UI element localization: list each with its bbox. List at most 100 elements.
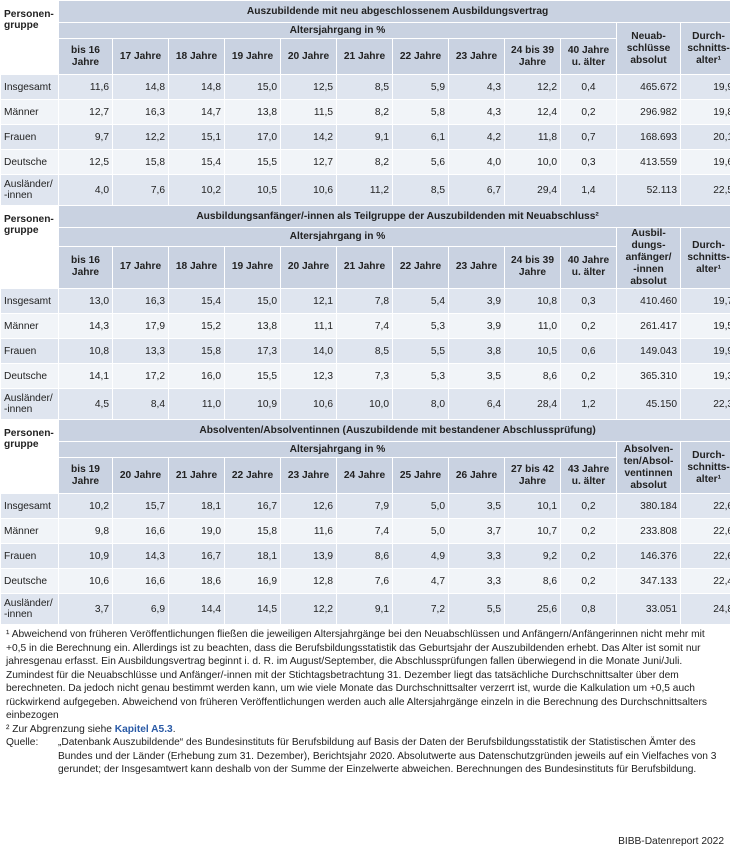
percent-cell: 0,3 [560,288,617,314]
percent-cell: 3,7 [58,593,113,625]
percent-cell: 13,8 [224,313,281,339]
table-row: Frauen 10,9 14,3 16,7 18,1 13,9 8,6 4,9 3,3 9,2 0,… [0,543,730,569]
kapitel-link[interactable]: Kapitel A5.3 [114,723,173,735]
row-label: Ausländer/ -innen [0,174,59,206]
percent-cell: 16,3 [112,288,169,314]
table-row: Insgesamt 11,6 14,8 14,8 15,0 12,5 8,5 5,9 4,3 12… [0,74,730,100]
percent-cell: 10,2 [168,174,225,206]
average-age-cell: 19,7 [679,288,730,314]
percent-cell: 10,7 [504,518,561,544]
percent-cell: 14,7 [168,99,225,125]
percent-cell: 9,7 [58,124,113,150]
percent-cell: 4,3 [448,74,505,100]
percent-cell: 15,0 [224,288,281,314]
row-label: Insgesamt [0,288,59,314]
percent-cell: 15,5 [224,149,281,175]
age-column-header: 43 Jahre u. älter [560,457,617,494]
average-age-cell: 22,6 [679,518,730,544]
percent-cell: 7,4 [336,518,393,544]
percent-cell: 10,8 [504,288,561,314]
table-body: Personen- gruppe Auszubildende mit neu ab… [0,0,730,625]
percent-cell: 15,2 [168,313,225,339]
percent-cell: 3,9 [448,313,505,339]
percent-cell: 3,5 [448,363,505,389]
section-title-row: Personen- gruppe Ausbildungsanfänger/-inn… [0,205,730,289]
percent-cell: 15,4 [168,288,225,314]
age-column-header: 40 Jahre u. älter [560,245,617,290]
age-column-header: 23 Jahre [448,245,505,290]
average-age-cell: 22,6 [679,543,730,569]
table-row: Männer 9,8 16,6 19,0 15,8 11,6 7,4 5,0 3,7 10,7 0,… [0,518,730,544]
table-row: Insgesamt 10,2 15,7 18,1 16,7 12,6 7,9 5,0 3,5 10… [0,493,730,519]
absolute-cell: 261.417 [616,313,681,339]
row-label: Männer [0,313,59,339]
percent-cell: 8,2 [336,149,393,175]
percent-cell: 11,6 [280,518,337,544]
percent-cell: 10,1 [504,493,561,519]
percent-cell: 28,4 [504,388,561,420]
column-header-row: bis 16 Jahre 17 Jahre 18 Jahre 19 Jahre 20 J… [1,38,730,75]
percent-cell: 5,5 [448,593,505,625]
percent-cell: 1,2 [560,388,617,420]
percent-cell: 16,6 [112,568,169,594]
percent-cell: 4,0 [58,174,113,206]
percent-cell: 15,1 [168,124,225,150]
percent-cell: 13,8 [224,99,281,125]
percent-cell: 7,6 [336,568,393,594]
percent-cell: 10,8 [58,338,113,364]
percent-cell: 9,2 [504,543,561,569]
percent-cell: 14,3 [58,313,113,339]
percent-cell: 11,6 [58,74,113,100]
percent-cell: 7,9 [336,493,393,519]
table-row: Ausländer/ -innen 3,7 6,9 14,4 14,5 12,2 9,1 7,… [0,593,730,625]
age-column-header: 26 Jahre [448,457,505,494]
age-column-header: 22 Jahre [224,457,281,494]
percent-cell: 18,6 [168,568,225,594]
absolute-header: Absolven- ten/Absol- ventinnen absolut [616,441,681,494]
row-label: Männer [0,99,59,125]
percent-cell: 12,2 [112,124,169,150]
percent-cell: 4,3 [448,99,505,125]
percent-cell: 11,0 [168,388,225,420]
percent-cell: 17,0 [224,124,281,150]
percent-cell: 14,5 [224,593,281,625]
percent-cell: 13,9 [280,543,337,569]
row-label: Frauen [0,543,59,569]
percent-cell: 11,2 [336,174,393,206]
average-age-cell: 19,9 [679,74,730,100]
average-age-header: Durch- schnitts- alter¹ [679,22,730,75]
percent-cell: 8,5 [392,174,449,206]
absolute-cell: 233.808 [616,518,681,544]
table-row: Insgesamt 13,0 16,3 15,4 15,0 12,1 7,8 5,4 3,9 10… [0,288,730,314]
percent-cell: 12,2 [280,593,337,625]
percent-cell: 6,4 [448,388,505,420]
percent-cell: 8,4 [112,388,169,420]
percent-cell: 4,9 [392,543,449,569]
section-title: Ausbildungsanfänger/-innen als Teilgrupp… [57,205,730,228]
table-row: Frauen 10,8 13,3 15,8 17,3 14,0 8,5 5,5 3,8 10,5 0… [0,338,730,364]
age-header-row: Altersjahrgang in % Ausbil- dungs- anfäng… [1,227,730,289]
absolute-cell: 146.376 [616,543,681,569]
percent-cell: 12,8 [280,568,337,594]
table-row: Deutsche 12,5 15,8 15,4 15,5 12,7 8,2 5,6 4,0 10,… [0,149,730,175]
absolute-cell: 410.460 [616,288,681,314]
age-group-header: Altersjahrgang in % [58,227,617,247]
age-column-header: 18 Jahre [168,38,225,75]
average-age-cell: 19,3 [679,363,730,389]
age-column-header: 21 Jahre [336,245,393,290]
section-title-row: Personen- gruppe Auszubildende mit neu ab… [0,0,730,75]
percent-cell: 9,1 [336,593,393,625]
absolute-cell: 380.184 [616,493,681,519]
percent-cell: 4,2 [448,124,505,150]
age-column-header: 19 Jahre [224,38,281,75]
row-label: Frauen [0,338,59,364]
section-title-row: Personen- gruppe Absolventen/Absolventinn… [0,419,730,494]
absolute-cell: 45.150 [616,388,681,420]
footnote-2: ² Zur Abgrenzung siehe Kapitel A5.3. [6,723,176,735]
absolute-cell: 296.982 [616,99,681,125]
percent-cell: 15,8 [168,338,225,364]
percent-cell: 19,0 [168,518,225,544]
percent-cell: 11,5 [280,99,337,125]
percent-cell: 16,7 [168,543,225,569]
percent-cell: 5,3 [392,313,449,339]
